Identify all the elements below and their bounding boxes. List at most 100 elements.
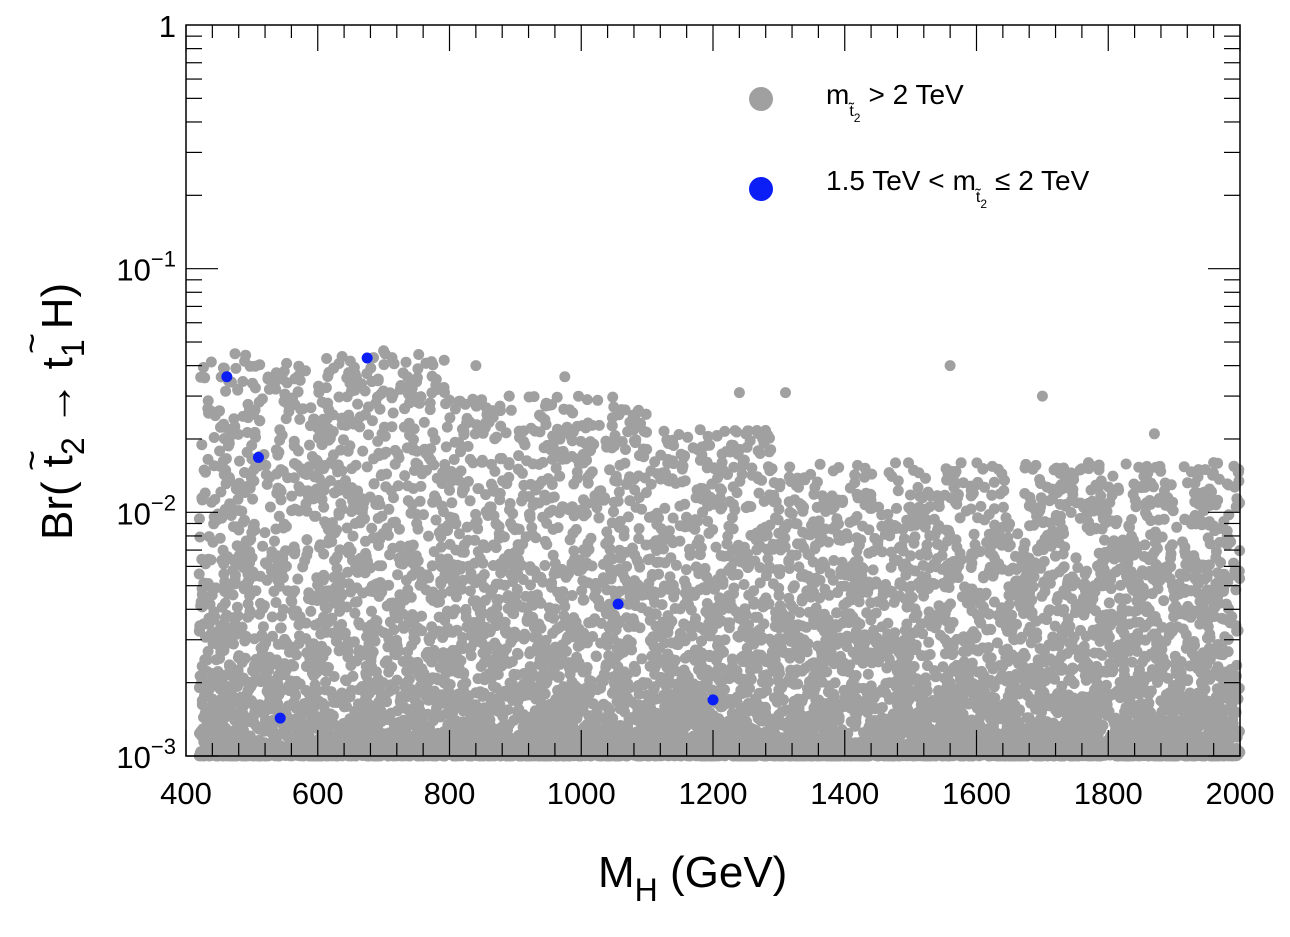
gray-point xyxy=(633,523,645,535)
gray-point xyxy=(254,359,266,371)
gray-point xyxy=(867,564,879,576)
gray-point xyxy=(1053,566,1065,578)
gray-point xyxy=(412,523,424,535)
gray-point xyxy=(257,540,269,552)
gray-point xyxy=(352,398,364,410)
gray-point xyxy=(464,585,476,597)
gray-point xyxy=(604,464,616,476)
gray-point xyxy=(305,605,317,617)
gray-point xyxy=(658,425,670,437)
gray-point xyxy=(1177,536,1188,548)
gray-point xyxy=(505,404,517,416)
gray-point xyxy=(264,501,276,513)
gray-point xyxy=(537,511,549,523)
gray-point xyxy=(361,461,373,473)
gray-point xyxy=(975,500,987,512)
gray-point xyxy=(568,510,580,522)
gray-point xyxy=(533,497,545,509)
gray-point xyxy=(248,518,260,530)
gray-point xyxy=(988,476,1000,488)
gray-point xyxy=(1201,659,1213,671)
gray-point xyxy=(512,647,523,659)
gray-point xyxy=(723,592,735,604)
gray-point xyxy=(753,487,765,499)
gray-point xyxy=(1138,551,1150,562)
gray-point xyxy=(276,610,287,622)
gray-point xyxy=(435,578,447,590)
gray-point xyxy=(784,461,796,473)
gray-point xyxy=(387,407,399,419)
gray-point xyxy=(491,431,502,443)
gray-point xyxy=(831,607,843,619)
gray-point xyxy=(814,458,826,470)
gray-point xyxy=(490,542,502,554)
gray-point xyxy=(260,469,272,481)
gray-point xyxy=(423,530,434,542)
gray-point xyxy=(411,372,423,384)
gray-point xyxy=(1230,584,1242,596)
gray-point xyxy=(345,586,357,598)
gray-point xyxy=(220,385,232,397)
gray-point xyxy=(256,393,268,405)
gray-point xyxy=(882,508,894,520)
gray-point xyxy=(833,462,845,473)
gray-point xyxy=(904,489,916,501)
gray-point xyxy=(288,660,300,672)
gray-point xyxy=(633,492,645,503)
gray-point xyxy=(566,501,578,513)
gray-point xyxy=(1178,461,1190,473)
series-gray-points xyxy=(193,345,1246,762)
gray-point xyxy=(607,391,619,403)
gray-point xyxy=(229,348,241,360)
gray-point xyxy=(461,521,473,533)
gray-point xyxy=(464,453,476,465)
gray-point xyxy=(399,470,411,482)
gray-point xyxy=(218,418,230,430)
gray-point xyxy=(294,413,306,425)
gray-point xyxy=(745,501,757,513)
gray-point xyxy=(668,591,680,603)
gray-point xyxy=(444,412,456,424)
gray-point xyxy=(891,502,902,514)
gray-point xyxy=(1164,542,1176,554)
gray-point xyxy=(670,559,682,571)
gray-point xyxy=(886,470,898,482)
gray-point xyxy=(645,478,657,490)
gray-point xyxy=(1140,507,1151,519)
gray-point xyxy=(539,560,551,571)
gray-point xyxy=(890,457,901,469)
gray-point xyxy=(582,477,594,489)
gray-point xyxy=(667,512,679,524)
gray-point xyxy=(811,476,823,488)
gray-point xyxy=(240,349,252,361)
gray-point xyxy=(448,454,460,465)
gray-point xyxy=(738,579,750,590)
gray-point xyxy=(731,426,743,438)
gray-point xyxy=(234,455,245,467)
gray-point xyxy=(288,472,300,484)
gray-point xyxy=(400,356,412,368)
gray-point xyxy=(793,481,804,493)
gray-point xyxy=(228,413,240,425)
gray-point xyxy=(228,521,239,533)
gray-point xyxy=(912,481,924,493)
gray-point xyxy=(1171,521,1183,533)
gray-point xyxy=(1019,488,1031,499)
gray-point xyxy=(727,481,739,493)
gray-point xyxy=(257,621,269,633)
gray-point xyxy=(418,416,430,428)
gray-point xyxy=(923,636,935,648)
gray-point xyxy=(817,556,829,568)
gray-point xyxy=(219,612,231,624)
gray-point xyxy=(1120,458,1132,470)
gray-point xyxy=(344,440,356,452)
gray-point xyxy=(349,607,361,619)
gray-point xyxy=(1005,590,1017,601)
gray-point xyxy=(267,630,279,642)
gray-point xyxy=(601,526,613,538)
gray-point xyxy=(960,664,972,676)
gray-point xyxy=(357,445,369,457)
gray-point xyxy=(715,550,727,562)
gray-point xyxy=(208,432,220,443)
gray-point xyxy=(1036,590,1048,602)
